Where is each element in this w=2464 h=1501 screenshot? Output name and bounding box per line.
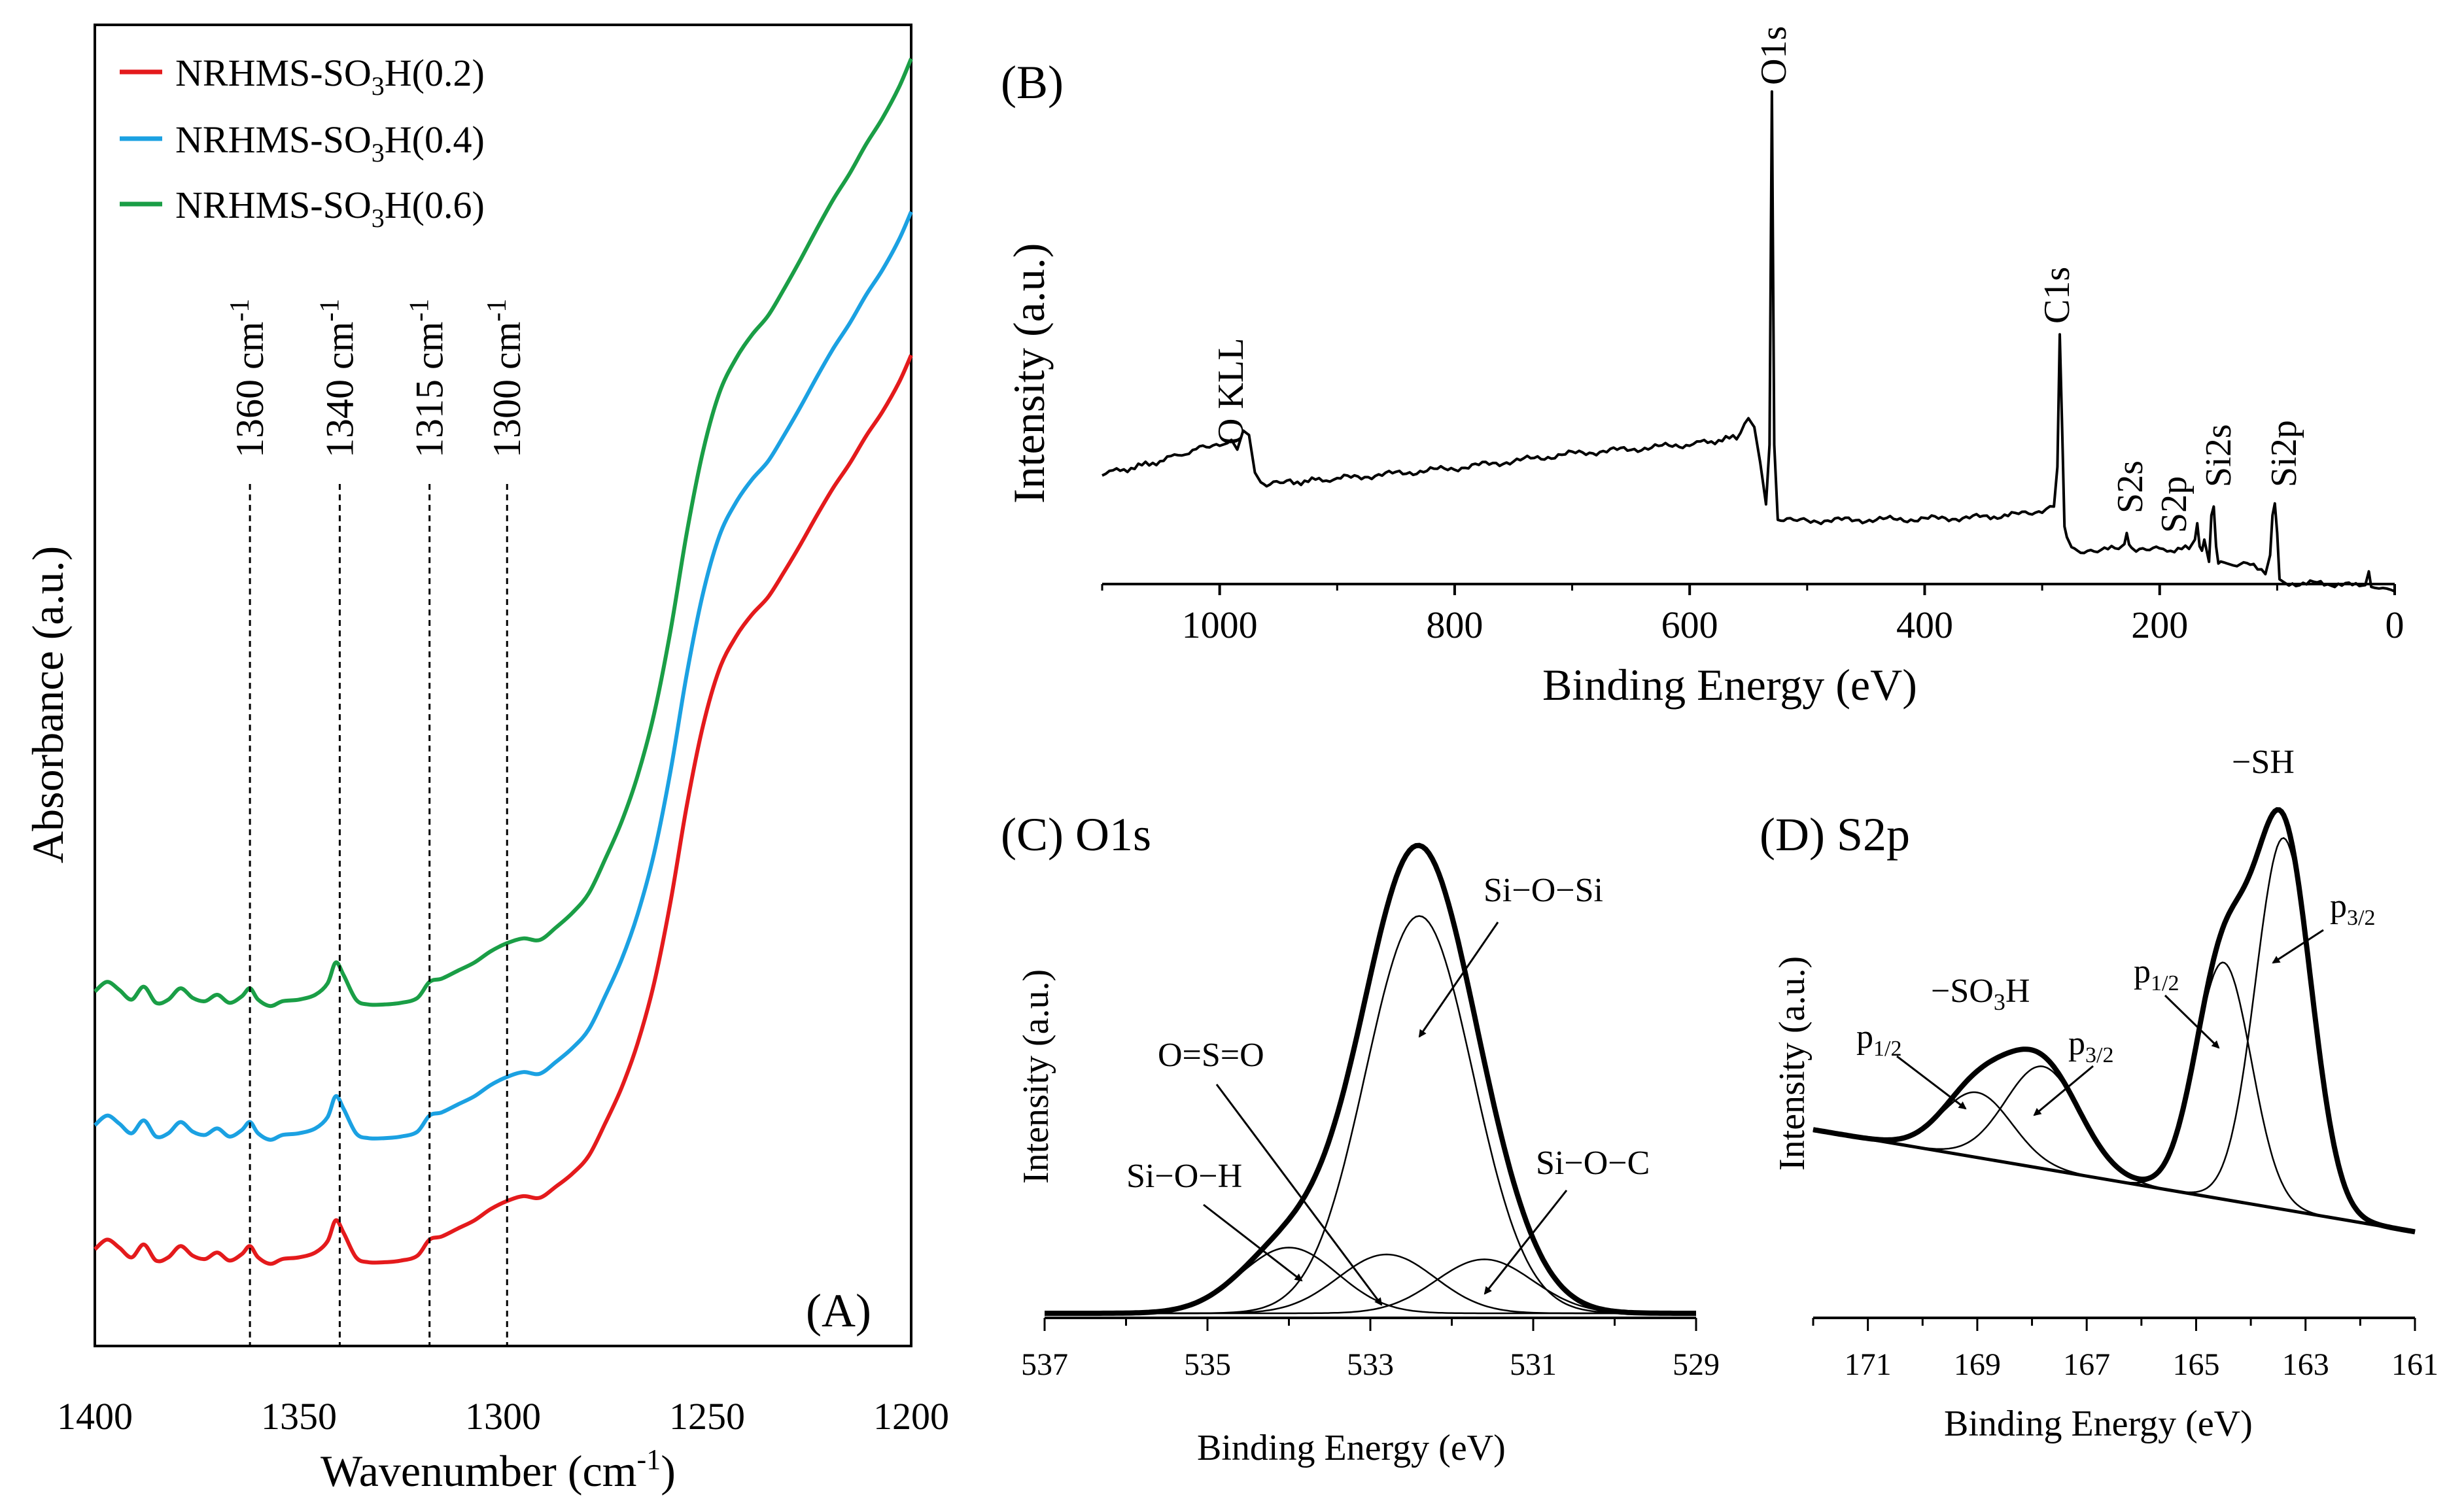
panel-b-label: (B) [1001,56,1064,109]
xtick-label-165: 165 [2172,1347,2219,1382]
panel-a-xticks: 1400 1350 1300 1250 1200 [57,1395,949,1438]
arrow-p12-sh [2164,994,2220,1049]
panel-a: 1360 cm-1 1340 cm-1 1315 cm-1 1300 cm-1 140… [23,24,949,1496]
annotation-p32-sh: p3/2 [2330,888,2375,930]
panel-c-ylabel: Intensity (a.u.) [1016,969,1056,1184]
xtick-label-163: 163 [2282,1347,2329,1382]
series-line-1 [93,354,913,1266]
panel-b-survey-line [1102,90,2395,593]
xtick-label-1350: 1350 [261,1395,337,1438]
annotation-so3h: −SO3H [1931,973,2030,1015]
panel-c-xlabel: Binding Energy (eV) [1197,1428,1506,1468]
marker-label-2: 1340 cm-1 [315,299,361,458]
xtick-label-169: 169 [1954,1347,2001,1382]
panel-d-label: (D) S2p [1760,808,1910,861]
marker-label-3: 1315 cm-1 [405,299,451,458]
panel-c-label: (C) O1s [1001,808,1151,861]
annotation-o-s-o: O=S=O [1158,1037,1264,1074]
panel-a-ylabel: Absorbance (a.u.) [23,546,73,863]
xtick-label-535: 535 [1184,1347,1231,1382]
legend-label-3: NRHMS-SO3H(0.6) [175,184,485,233]
panel-c-xticks: 537 535 533 531 529 [1021,1318,1720,1382]
xtick-label-167: 167 [2063,1347,2110,1382]
annotation-si-o-h: Si−O−H [1126,1158,1242,1195]
annotation-p12-sh: p1/2 [2134,953,2179,995]
peak-label-s2p: S2p [2154,476,2195,533]
marker-label-4: 1300 cm-1 [482,299,529,458]
panel-a-markers: 1360 cm-1 1340 cm-1 1315 cm-1 1300 cm-1 [225,299,529,1346]
xtick-label-800: 800 [1426,604,1483,646]
xtick-label-1200: 1200 [873,1395,949,1438]
component-peak-2 [1045,1253,1696,1315]
panel-d-xlabel: Binding Energy (eV) [1944,1404,2253,1444]
xtick-label-1000: 1000 [1182,604,1258,646]
panel-b-xlabel: Binding Energy (eV) [1542,660,1917,710]
panel-d: (D) S2p 171 169 167 165 163 161 Binding Energ… [1760,744,2438,1444]
annotation-sh: −SH [2232,744,2295,781]
xtick-label-1300: 1300 [465,1395,541,1438]
xtick-label-0: 0 [2386,604,2404,646]
peak-label-s2s: S2s [2110,460,2151,513]
xtick-label-529: 529 [1673,1347,1720,1382]
peak-label-c1s: C1s [2037,267,2077,324]
xtick-label-171: 171 [1845,1347,1892,1382]
annotation-p12-so3h: p1/2 [1856,1018,1901,1061]
panel-c: (C) O1s 537 535 533 531 529 Binding Energy (… [1001,808,1720,1468]
xtick-label-200: 200 [2131,604,2188,646]
arrow-p12-so3h [1896,1055,1967,1110]
peak-label-si2s: Si2s [2198,424,2239,488]
peak-label-si2p: Si2p [2264,420,2304,487]
panel-b: (B) 1000 800 600 400 200 0 Binding Energy (eV… [1001,26,2404,710]
annotation-si-o-si: Si−O−Si [1484,872,1603,909]
panel-a-legend: NRHMS-SO3H(0.2) NRHMS-SO3H(0.4) NRHMS-SO… [120,52,485,233]
envelope-fit [1045,842,1696,1316]
panel-d-xticks: 171 169 167 165 163 161 [1812,1318,2438,1382]
xtick-label-600: 600 [1661,604,1718,646]
peak-label-o-kll: O KLL [1211,338,1251,445]
peak-label-o1s: O1s [1754,26,1794,85]
xtick-label-533: 533 [1347,1347,1394,1382]
xtick-label-161: 161 [2391,1347,2438,1382]
panel-a-label: (A) [806,1285,871,1337]
xtick-label-537: 537 [1021,1347,1068,1382]
series-line-3 [93,58,913,1009]
arrow-o-s-o [1215,1084,1383,1306]
xtick-label-1400: 1400 [57,1395,133,1438]
panel-a-series [93,58,913,1266]
component-peak-4 [1813,837,2416,1233]
arrow-si-o-h [1203,1203,1303,1282]
panel-d-ylabel: Intensity (a.u.) [1772,956,1813,1171]
panel-a-frame [94,24,912,1347]
legend-label-1: NRHMS-SO3H(0.2) [175,52,485,101]
legend-label-2: NRHMS-SO3H(0.4) [175,118,485,167]
panel-d-fit-curves [1813,807,2416,1235]
annotation-si-o-c: Si−O−C [1536,1145,1650,1182]
annotation-p32-so3h: p3/2 [2068,1025,2113,1067]
series-line-2 [93,211,913,1142]
panel-b-ylabel: Intensity (a.u.) [1004,243,1054,504]
xtick-label-400: 400 [1896,604,1953,646]
arrow-p32-sh [2272,929,2324,964]
marker-label-1: 1360 cm-1 [225,299,271,458]
component-peak-4 [1045,1258,1696,1315]
panel-a-xlabel: Wavenumber (cm-1) [321,1443,676,1496]
arrow-si-o-si [1418,922,1499,1038]
envelope-fit [1813,807,2416,1235]
xtick-label-531: 531 [1510,1347,1557,1382]
arrow-p32-so3h [2033,1065,2094,1116]
xtick-label-1250: 1250 [669,1395,745,1438]
panel-b-xticks: 1000 800 600 400 200 0 [1101,584,2404,646]
panel-c-fit-curves [1045,842,1696,1316]
arrow-si-o-c [1484,1190,1568,1295]
